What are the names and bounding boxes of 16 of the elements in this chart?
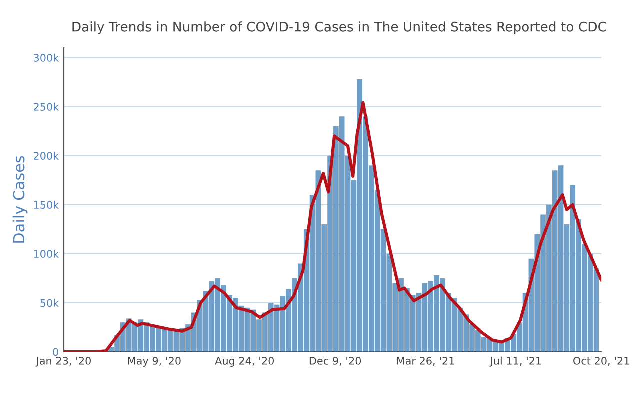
y-axis-title: Daily Cases bbox=[12, 156, 28, 243]
x-tick-label: Oct 20, '21 bbox=[574, 357, 630, 366]
x-tick-label: May 9, '20 bbox=[128, 357, 181, 367]
x-tick-label: Jan 23, '20 bbox=[36, 357, 91, 367]
y-tick-label: 50k bbox=[40, 299, 60, 308]
y-tick-label: 200k bbox=[34, 152, 60, 160]
x-tick-label: Jul 11, '21 bbox=[490, 356, 542, 367]
x-tick-label: Dec 9, '20 bbox=[310, 357, 362, 366]
chart-title: Daily Trends in Number of COVID-19 Cases in The United States Reported to CDC bbox=[72, 22, 606, 34]
y-tick-label: 300k bbox=[34, 54, 60, 62]
x-tick-label: Aug 24, '20 bbox=[215, 357, 274, 367]
y-tick-label: 0 bbox=[53, 348, 58, 356]
y-tick-label: 250k bbox=[34, 102, 60, 111]
x-tick-label: Mar 26, '21 bbox=[397, 357, 454, 366]
y-tick-label: 100k bbox=[34, 250, 60, 258]
y-tick-label: 150k bbox=[34, 200, 60, 210]
